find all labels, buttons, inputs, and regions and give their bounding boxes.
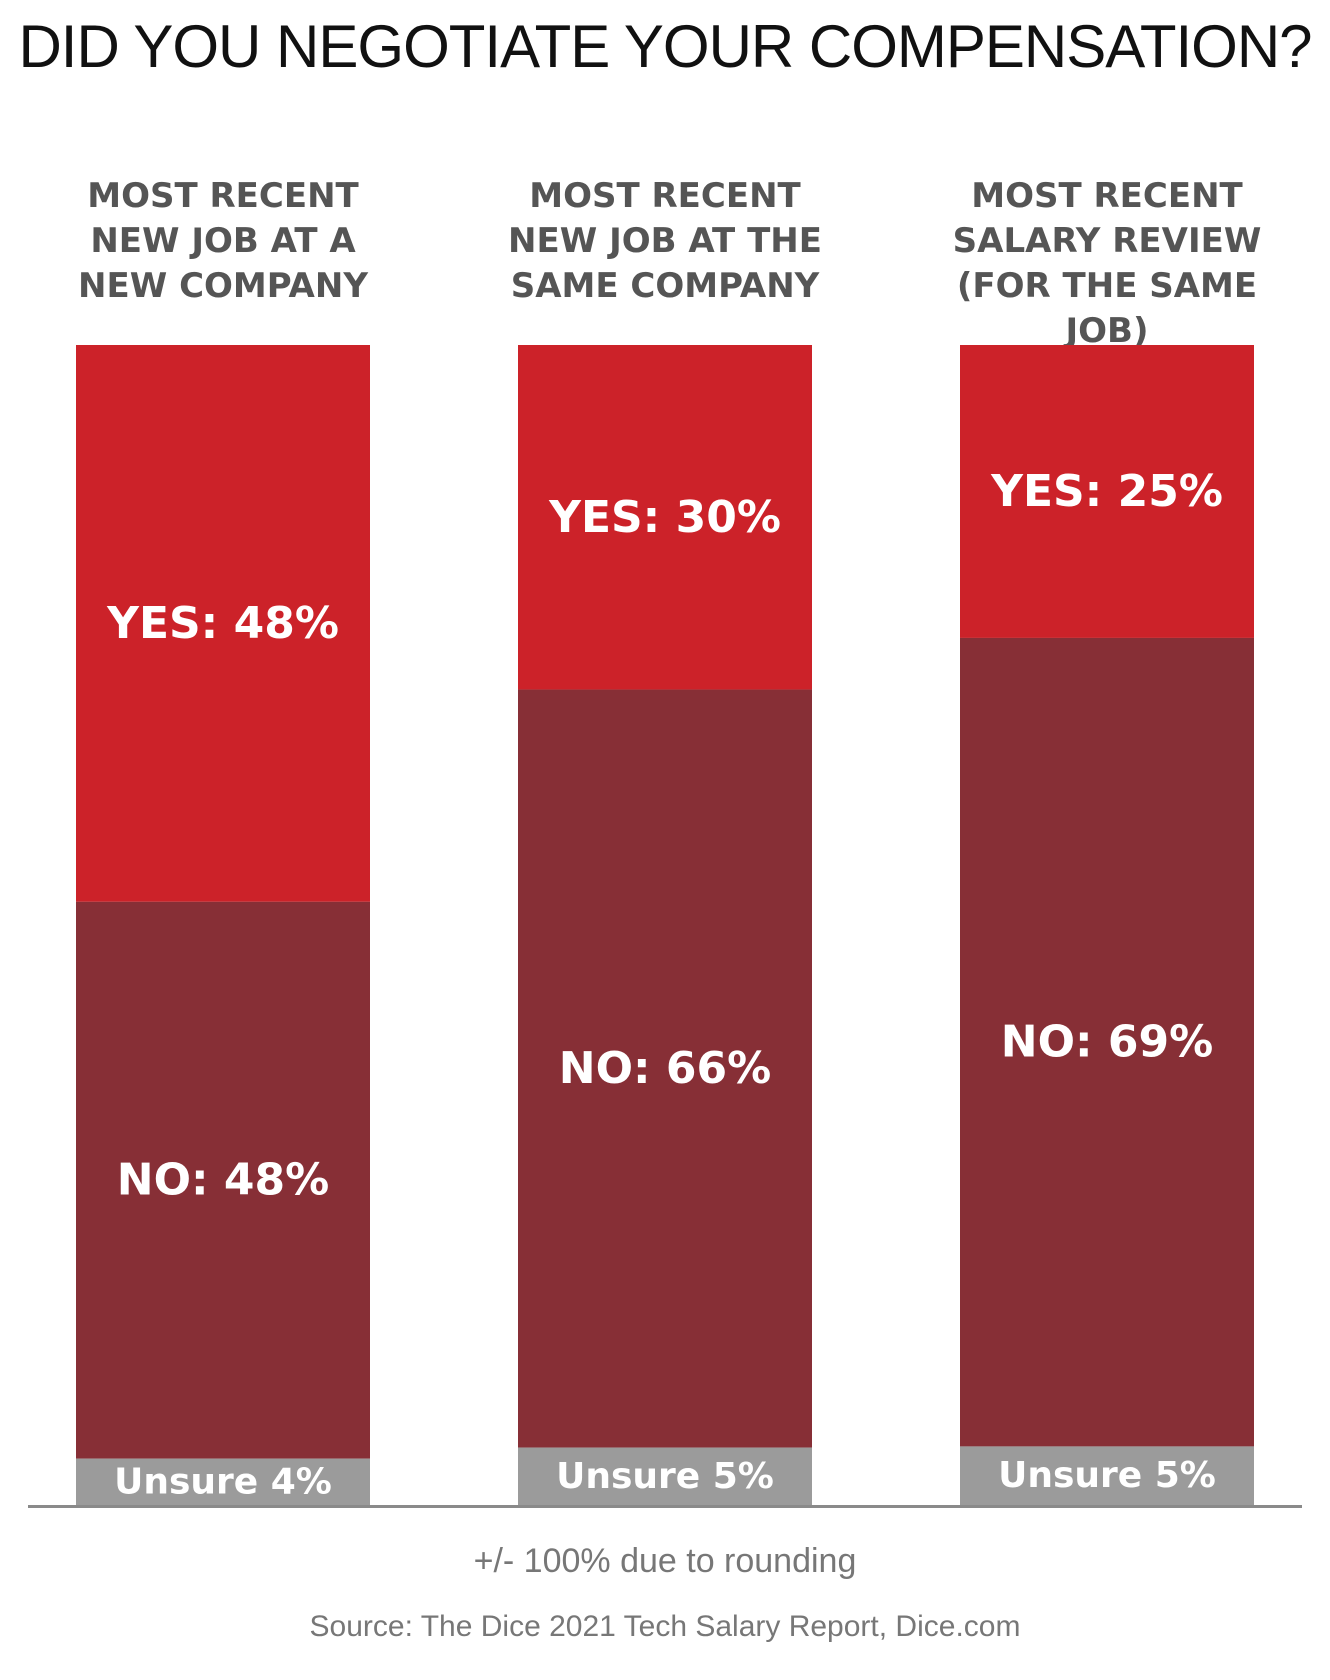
bar-segment-no-1: [76, 901, 370, 1459]
bar-segment-no-3: [960, 637, 1254, 1447]
bar-segment-no-2: [518, 689, 812, 1448]
bar-segment-yes-1: [76, 345, 370, 902]
data-label-yes-2: YES: 30%: [548, 492, 781, 543]
category-label-new-job-same-company: MOST RECENT NEW JOB AT THE SAME COMPANY: [508, 176, 822, 306]
bar-segment-yes-2: [518, 345, 812, 690]
bar-segment-unsure-3: [960, 1446, 1254, 1505]
category-label-salary-review: MOST RECENT SALARY REVIEW (FOR THE SAME …: [952, 176, 1262, 351]
source-credit: Source: The Dice 2021 Tech Salary Report…: [309, 1610, 1021, 1643]
data-label-no-1: NO: 48%: [117, 1155, 329, 1206]
category-label-new-job-new-company: MOST RECENT NEW JOB AT A NEW COMPANY: [78, 176, 368, 306]
stacked-bar-chart: YES: 48% NO: 48% Unsure 4% YES: 30% NO: 66% U…: [28, 345, 1302, 1508]
rounding-footnote: +/- 100% due to rounding: [473, 1542, 857, 1580]
data-label-unsure-2: Unsure 5%: [556, 1456, 774, 1497]
data-label-no-3: NO: 69%: [1001, 1017, 1213, 1068]
data-label-yes-1: YES: 48%: [106, 598, 339, 649]
bar-segment-unsure-1: [76, 1458, 370, 1505]
data-label-yes-3: YES: 25%: [990, 466, 1223, 517]
data-label-no-2: NO: 66%: [559, 1043, 771, 1094]
bar-segment-yes-3: [960, 345, 1254, 638]
bar-segment-unsure-2: [518, 1447, 812, 1505]
data-label-unsure-3: Unsure 5%: [998, 1455, 1216, 1496]
data-label-unsure-1: Unsure 4%: [114, 1461, 332, 1502]
chart-title: DID YOU NEGOTIATE YOUR COMPENSATION?: [18, 13, 1312, 80]
